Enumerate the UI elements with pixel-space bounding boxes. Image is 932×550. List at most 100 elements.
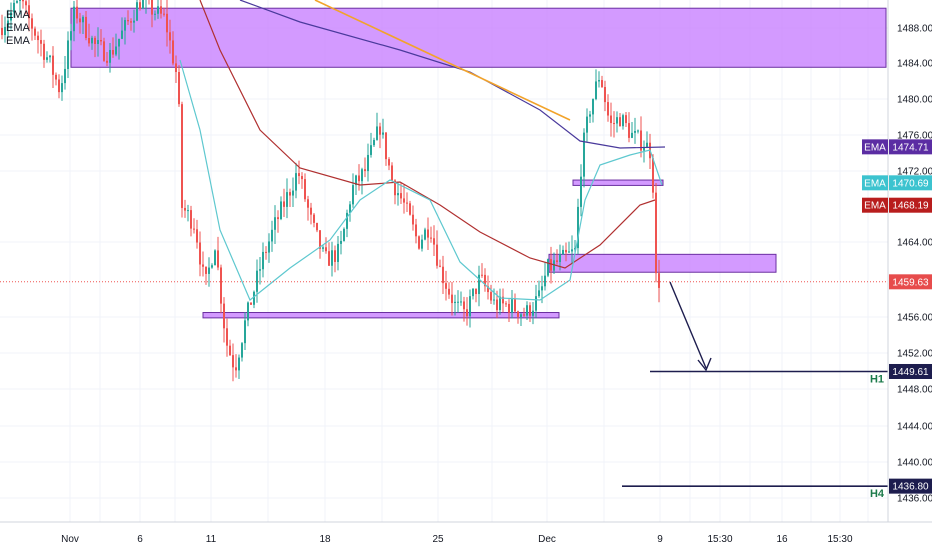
candle-body bbox=[541, 286, 543, 291]
candle-body bbox=[415, 224, 417, 237]
price-tag-value-bg bbox=[889, 175, 932, 191]
candle-body bbox=[121, 30, 123, 39]
candle-body bbox=[580, 176, 582, 207]
trend-line-orange bbox=[314, 0, 571, 121]
candle-body bbox=[466, 309, 468, 317]
candle-body bbox=[604, 86, 606, 103]
candle-body bbox=[352, 185, 354, 205]
candle-body bbox=[427, 229, 429, 238]
price-tag-value: 1470.69 bbox=[892, 178, 929, 189]
level-label-h1: H1 bbox=[870, 373, 884, 385]
x-tick-label: 18 bbox=[319, 534, 331, 545]
candle-body bbox=[625, 115, 627, 124]
candle-body bbox=[652, 158, 654, 193]
candle-body bbox=[184, 207, 186, 211]
candle-body bbox=[568, 251, 570, 253]
candle-body bbox=[601, 80, 603, 87]
price-tag-label: EMA bbox=[864, 142, 886, 153]
candle-body bbox=[484, 274, 486, 287]
candle-body bbox=[214, 250, 216, 266]
candle-body bbox=[211, 265, 213, 268]
candle-body bbox=[331, 250, 333, 266]
candle-body bbox=[202, 264, 204, 267]
candle-body bbox=[217, 250, 219, 268]
candle-body bbox=[169, 32, 171, 41]
candle-body bbox=[475, 288, 477, 295]
candle-body bbox=[469, 296, 471, 317]
candle-body bbox=[316, 222, 318, 231]
candle-body bbox=[370, 145, 372, 155]
candle-body bbox=[22, 0, 24, 2]
candle-body bbox=[574, 248, 576, 250]
candle-body bbox=[424, 229, 426, 240]
candle-body bbox=[256, 270, 258, 292]
candle-body bbox=[313, 214, 315, 223]
level-label-h4: H4 bbox=[870, 488, 885, 500]
x-tick-label: 16 bbox=[776, 534, 788, 545]
ema-short-line bbox=[179, 59, 663, 301]
candle-body bbox=[16, 0, 18, 3]
candle-body bbox=[565, 249, 567, 253]
candle-body bbox=[430, 237, 432, 239]
candle-body bbox=[418, 236, 420, 249]
arrow-head bbox=[697, 357, 712, 372]
candle-body bbox=[322, 247, 324, 249]
y-tick-label: 1456.00 bbox=[897, 313, 932, 324]
candle-body bbox=[379, 126, 381, 135]
candle-body bbox=[298, 173, 300, 177]
candle-body bbox=[538, 290, 540, 297]
candle-body bbox=[154, 13, 156, 15]
candle-body bbox=[442, 266, 444, 284]
candle-body bbox=[595, 81, 597, 100]
candle-body bbox=[319, 230, 321, 249]
candle-body bbox=[307, 199, 309, 208]
price-tag-value-bg bbox=[889, 274, 932, 290]
candle-body bbox=[151, 0, 153, 15]
legend-item-ema: EMA bbox=[6, 35, 31, 47]
x-tick-label: 15:30 bbox=[707, 534, 732, 545]
candle-body bbox=[301, 176, 303, 180]
candle-body bbox=[448, 288, 450, 295]
candle-body bbox=[586, 116, 588, 133]
candle-body bbox=[520, 314, 522, 317]
candle-body bbox=[91, 37, 93, 44]
y-tick-label: 1484.00 bbox=[897, 59, 932, 70]
y-tick-label: 1476.00 bbox=[897, 131, 932, 142]
candle-body bbox=[265, 251, 267, 253]
candle-body bbox=[571, 249, 573, 252]
candle-body bbox=[247, 302, 249, 321]
candle-body bbox=[562, 249, 564, 255]
candle-body bbox=[535, 296, 537, 311]
candle-body bbox=[550, 259, 552, 271]
candle-body bbox=[106, 60, 108, 63]
candle-body bbox=[94, 37, 96, 44]
ema-mid-line bbox=[199, 0, 656, 269]
candle-body bbox=[139, 2, 141, 9]
candle-body bbox=[514, 299, 516, 312]
candle-body bbox=[559, 254, 561, 262]
candle-body bbox=[547, 259, 549, 276]
y-tick-label: 1480.00 bbox=[897, 95, 932, 106]
candle-body bbox=[403, 198, 405, 203]
candle-body bbox=[190, 210, 192, 229]
candle-body bbox=[529, 305, 531, 316]
candle-body bbox=[382, 132, 384, 135]
candle-body bbox=[85, 16, 87, 39]
candle-body bbox=[421, 239, 423, 249]
candle-body bbox=[52, 55, 54, 75]
price-tag-label: EMA bbox=[864, 178, 886, 189]
y-tick-label: 1472.00 bbox=[897, 167, 932, 178]
candle-body bbox=[268, 241, 270, 253]
candle-body bbox=[220, 267, 222, 304]
y-tick-label: 1444.00 bbox=[897, 422, 932, 433]
candle-body bbox=[628, 123, 630, 138]
candle-body bbox=[25, 1, 27, 6]
candle-body bbox=[187, 210, 189, 212]
candle-body bbox=[340, 240, 342, 244]
candle-body bbox=[361, 169, 363, 182]
candle-body bbox=[130, 21, 132, 23]
candle-body bbox=[526, 305, 528, 316]
candle-body bbox=[28, 5, 30, 19]
